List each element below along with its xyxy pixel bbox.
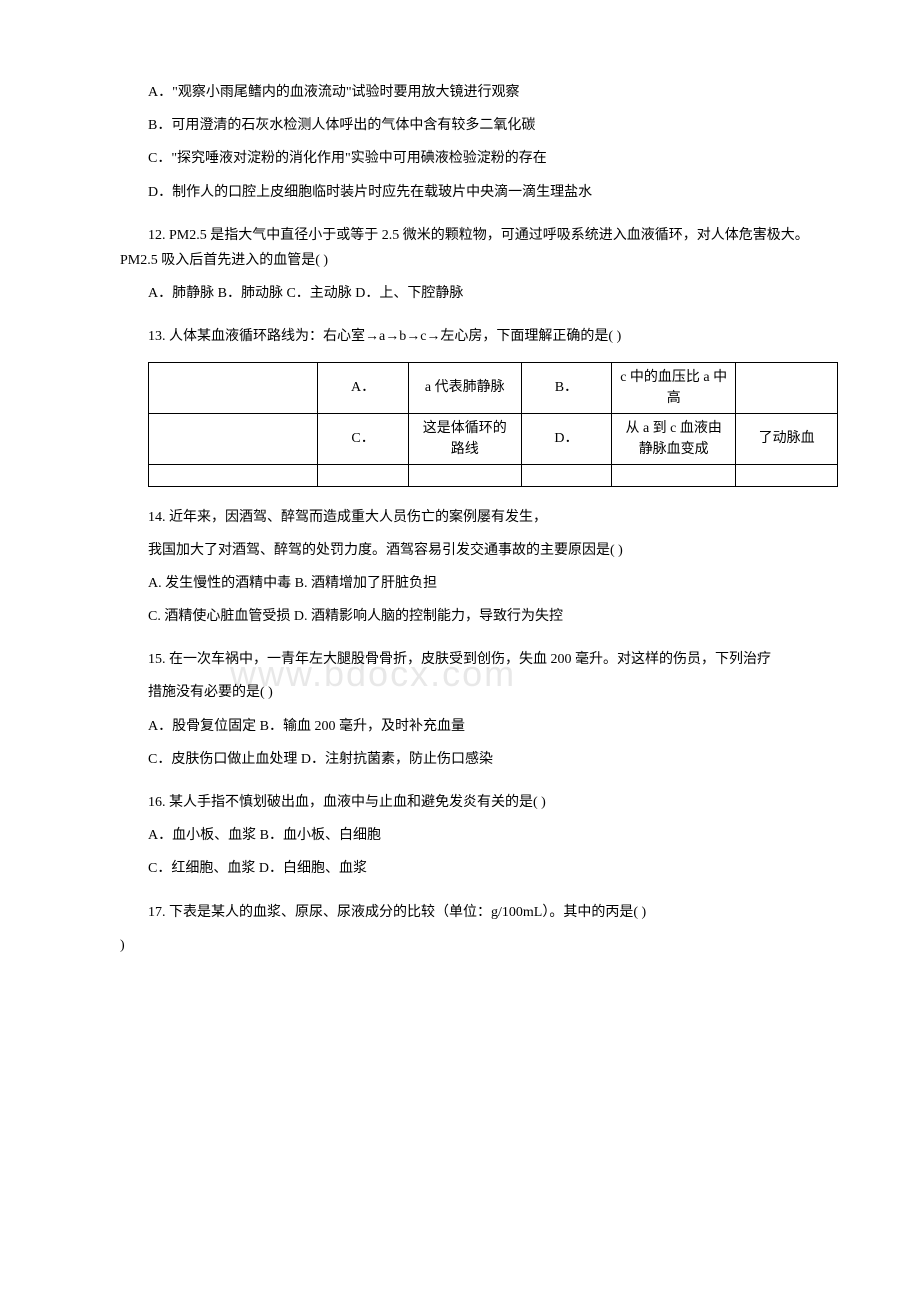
table-cell-empty	[149, 464, 318, 486]
q13-table: A． a 代表肺静脉 B． c 中的血压比 a 中高 C． 这是体循环的路线 D…	[148, 362, 838, 487]
q16-option-ab: A．血小板、血浆 B．血小板、白细胞	[120, 823, 820, 848]
table-cell-empty	[149, 413, 318, 464]
q11-option-d: D．制作人的口腔上皮细胞临时装片时应先在载玻片中央滴一滴生理盐水	[120, 180, 820, 205]
q11-option-c: C．"探究唾液对淀粉的消化作用"实验中可用碘液检验淀粉的存在	[120, 146, 820, 171]
q15-option-cd: C．皮肤伤口做止血处理 D．注射抗菌素，防止伤口感染	[120, 747, 820, 772]
q11-option-b: B．可用澄清的石灰水检测人体呼出的气体中含有较多二氧化碳	[120, 113, 820, 138]
table-cell-letter-d: D．	[521, 413, 611, 464]
table-cell-empty	[521, 464, 611, 486]
table-row	[149, 464, 838, 486]
table-cell-content-b: c 中的血压比 a 中高	[612, 362, 736, 413]
q14-line2: 我国加大了对酒驾、醉驾的处罚力度。酒驾容易引发交通事故的主要原因是( )	[120, 538, 820, 563]
table-cell-empty	[149, 362, 318, 413]
q11-option-a: A．"观察小雨尾鳍内的血液流动"试验时要用放大镜进行观察	[120, 80, 820, 105]
table-cell-content-d: 从 a 到 c 血液由静脉血变成	[612, 413, 736, 464]
q17-text: 17. 下表是某人的血浆、原尿、尿液成分的比较（单位：g/100mL）。其中的丙…	[120, 900, 820, 925]
q15-option-ab: A．股骨复位固定 B．输血 200 毫升，及时补充血量	[120, 714, 820, 739]
q13-text: 13. 人体某血液循环路线为：右心室→a→b→c→左心房，下面理解正确的是( )	[120, 324, 820, 349]
table-cell-content-a: a 代表肺静脉	[408, 362, 521, 413]
q14-options-ab: A. 发生慢性的酒精中毒 B. 酒精增加了肝脏负担	[120, 571, 820, 596]
table-cell-empty	[736, 464, 838, 486]
table-cell-empty	[612, 464, 736, 486]
table-cell-empty	[318, 464, 408, 486]
q12-options: A．肺静脉 B．肺动脉 C．主动脉 D．上、下腔静脉	[120, 281, 820, 306]
q12-text: 12. PM2.5 是指大气中直径小于或等于 2.5 微米的颗粒物，可通过呼吸系…	[120, 223, 820, 273]
q16-text: 16. 某人手指不慎划破出血，血液中与止血和避免发炎有关的是( )	[120, 790, 820, 815]
q14-line1: 14. 近年来，因酒驾、醉驾而造成重大人员伤亡的案例屡有发生，	[120, 505, 820, 530]
table-cell-last	[736, 362, 838, 413]
table-cell-letter-c: C．	[318, 413, 408, 464]
table-cell-empty	[408, 464, 521, 486]
q14-options-cd: C. 酒精使心脏血管受损 D. 酒精影响人脑的控制能力，导致行为失控	[120, 604, 820, 629]
q16-option-cd: C．红细胞、血浆 D．白细胞、血浆	[120, 856, 820, 881]
table-cell-last: 了动脉血	[736, 413, 838, 464]
table-cell-letter-b: B．	[521, 362, 611, 413]
table-row: C． 这是体循环的路线 D． 从 a 到 c 血液由静脉血变成 了动脉血	[149, 413, 838, 464]
table-row: A． a 代表肺静脉 B． c 中的血压比 a 中高	[149, 362, 838, 413]
document-content: A．"观察小雨尾鳍内的血液流动"试验时要用放大镜进行观察 B．可用澄清的石灰水检…	[120, 80, 820, 958]
q15-line2: 措施没有必要的是( )	[120, 680, 820, 705]
q15-line1: 15. 在一次车祸中，一青年左大腿股骨骨折，皮肤受到创伤，失血 200 毫升。对…	[120, 647, 820, 672]
table-cell-letter-a: A．	[318, 362, 408, 413]
table-cell-content-c: 这是体循环的路线	[408, 413, 521, 464]
q17-paren: )	[120, 933, 820, 958]
